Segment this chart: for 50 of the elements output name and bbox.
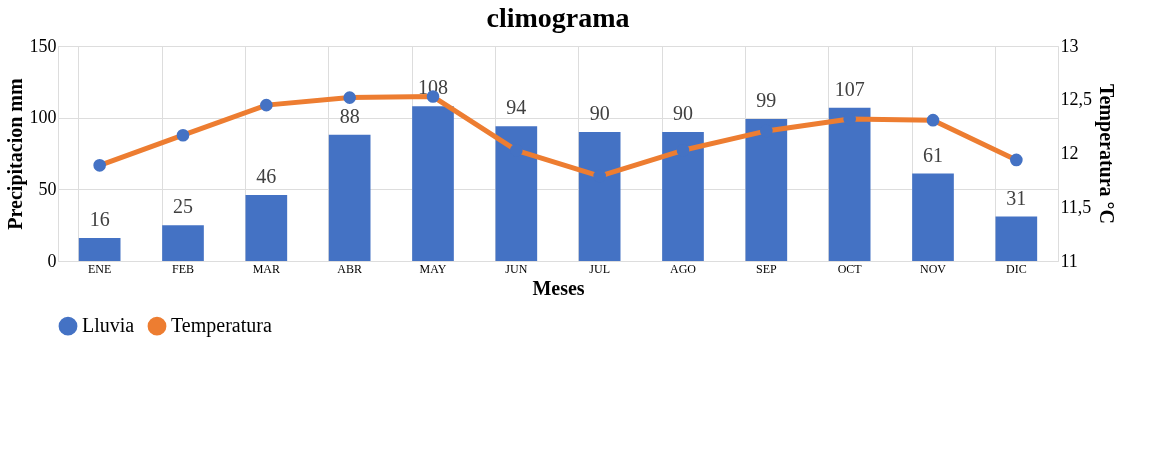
x-tick-label: MAR — [252, 261, 281, 276]
x-tick-label: ABR — [337, 261, 363, 276]
x-tick-label: ENE — [88, 261, 112, 276]
bar — [662, 132, 704, 261]
data-label: 61 — [923, 143, 943, 166]
data-label: 16 — [89, 208, 110, 231]
x-tick-label: JUN — [505, 261, 528, 276]
x-tick-label: SEP — [755, 261, 777, 276]
y-axis-title: Precipitacion mm — [3, 78, 27, 230]
bar — [412, 106, 454, 261]
data-label: 31 — [1006, 186, 1027, 209]
y-tick-label: 50 — [38, 178, 57, 199]
bar — [328, 134, 371, 261]
bar — [745, 119, 788, 261]
data-label: 46 — [256, 165, 277, 188]
data-label: 90 — [589, 102, 610, 124]
x-axis-title: Meses — [532, 276, 585, 299]
y2-tick-label: 11 — [1060, 250, 1078, 271]
x-tick-label: MAY — [419, 261, 447, 276]
bar — [495, 126, 538, 261]
x-tick-label: FEB — [171, 261, 195, 276]
y2-tick-label: 12,5 — [1060, 89, 1092, 110]
y-tick-label: 0 — [47, 250, 57, 271]
x-tick-label: NOV — [920, 261, 947, 276]
bar — [245, 195, 288, 261]
x-tick-label: DIC — [1006, 261, 1027, 276]
y-tick-label: 100 — [29, 107, 57, 128]
y2-tick-label: 12 — [1060, 143, 1079, 163]
x-tick-label: OCT — [837, 261, 863, 276]
chart-title: climograma — [486, 2, 630, 33]
data-label: 99 — [756, 89, 777, 112]
y2-tick-label: 11,5 — [1060, 196, 1092, 217]
legend-label: Lluvia — [82, 314, 135, 337]
bar — [912, 173, 954, 261]
bar — [578, 132, 621, 261]
legend-label: Temperatura — [171, 314, 272, 338]
bar — [162, 225, 204, 261]
bar — [828, 107, 871, 261]
data-label: 94 — [506, 96, 527, 119]
bar — [995, 216, 1038, 261]
y2-axis-title: Temperatura °C — [1095, 83, 1118, 225]
y-tick-label: 150 — [29, 35, 57, 56]
y2-tick-label: 13 — [1060, 35, 1079, 56]
data-label: 107 — [834, 77, 865, 100]
x-tick-label: AGO — [670, 261, 697, 276]
data-label: 25 — [173, 195, 193, 218]
data-label: 90 — [673, 102, 693, 124]
data-label: 88 — [339, 104, 360, 127]
bar — [78, 238, 121, 261]
x-tick-label: JUL — [589, 261, 610, 276]
